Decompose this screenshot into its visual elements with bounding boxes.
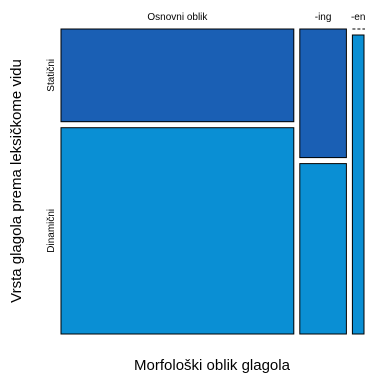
mosaic-tiles	[60, 28, 365, 335]
tile-osnovni-oblik-static	[60, 28, 295, 123]
tile-ing-dynamic	[299, 163, 347, 335]
y-tick-label-static: Statični	[46, 59, 57, 92]
y-tick-label-dynamic: Dinamični	[46, 209, 57, 253]
x-axis-title: Morfološki oblik glagola	[134, 357, 291, 373]
tile-en-dynamic	[351, 34, 365, 335]
x-tick-label-en: -en	[351, 12, 365, 23]
tile-ing-static	[299, 28, 347, 159]
tile-osnovni-oblik-dynamic	[60, 127, 295, 335]
x-tick-label-ing: -ing	[315, 12, 332, 23]
x-tick-label-osnovni-oblik: Osnovni oblik	[147, 12, 208, 23]
mosaic-labels: Osnovni oblik Statični Dinamični -ing -en	[46, 12, 365, 253]
y-axis-title: Vrsta glagola prema leksičkome vidu	[8, 59, 25, 303]
